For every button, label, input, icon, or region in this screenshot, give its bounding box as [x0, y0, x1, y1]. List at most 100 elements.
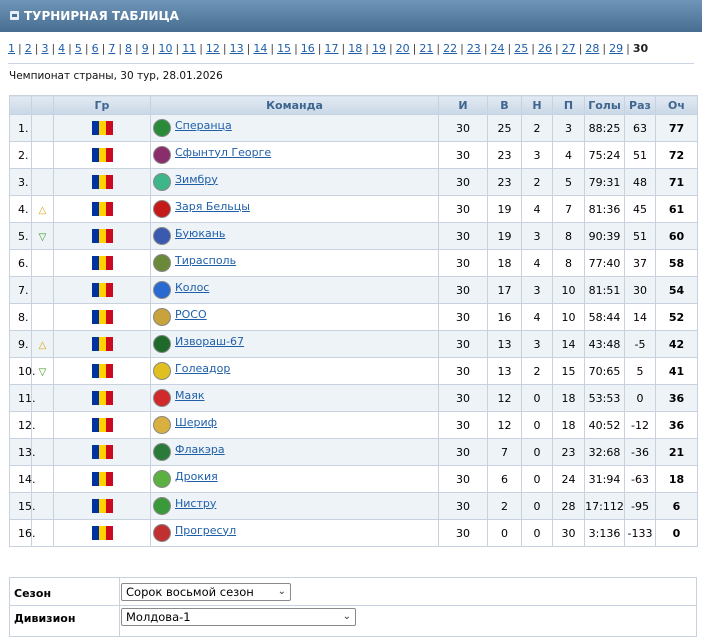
round-link[interactable]: 15: [277, 42, 292, 55]
round-separator: |: [175, 42, 180, 55]
round-link[interactable]: 25: [514, 42, 529, 55]
position-cell: 13.: [9, 438, 36, 466]
group-cell: [53, 438, 151, 466]
round-link[interactable]: 1: [8, 42, 15, 55]
draws-cell: 0: [521, 465, 553, 493]
round-link[interactable]: 22: [443, 42, 458, 55]
table-row: 13. Флакэра 30 7 0 23 32:68 -36 21: [9, 438, 698, 466]
team-link[interactable]: Дрокия: [175, 469, 218, 483]
team-link[interactable]: Зимбру: [175, 172, 218, 186]
group-cell: [53, 492, 151, 520]
draws-cell: 0: [521, 438, 553, 466]
team-link[interactable]: Извораш-67: [175, 334, 245, 348]
season-select[interactable]: Сорок восьмой сезон ⌄: [121, 583, 291, 601]
round-link[interactable]: 7: [108, 42, 116, 55]
played-cell: 30: [438, 330, 488, 358]
diff-cell: -95: [624, 492, 656, 520]
round-link[interactable]: 13: [229, 42, 244, 55]
col-team[interactable]: Команда: [150, 95, 439, 115]
col-wins[interactable]: В: [487, 95, 522, 115]
round-link[interactable]: 14: [253, 42, 268, 55]
round-link[interactable]: 23: [466, 42, 481, 55]
group-cell: [53, 195, 151, 223]
draws-cell: 0: [521, 411, 553, 439]
round-link[interactable]: 27: [561, 42, 576, 55]
diff-cell: 5: [624, 357, 656, 385]
round-link[interactable]: 26: [537, 42, 552, 55]
position-cell: 11.: [9, 384, 36, 412]
draws-cell: 0: [521, 384, 553, 412]
team-link[interactable]: Сперанца: [175, 118, 232, 132]
team-link[interactable]: Тирасполь: [175, 253, 237, 267]
col-goals[interactable]: Голы: [584, 95, 625, 115]
round-navigation: 1 | 2 | 3 | 4 | 5 | 6 | 7 | 8 | 9 | 10 | 11 | 12 | 13 | 14 | 15 | 16 | 1…: [8, 42, 648, 55]
team-cell: Тирасполь: [150, 249, 439, 277]
round-link[interactable]: 8: [125, 42, 133, 55]
round-link[interactable]: 21: [419, 42, 434, 55]
wins-cell: 12: [487, 384, 522, 412]
round-link[interactable]: 16: [300, 42, 315, 55]
round-link[interactable]: 18: [348, 42, 363, 55]
round-link[interactable]: 12: [205, 42, 220, 55]
moldova-flag-icon: [91, 202, 113, 216]
team-link[interactable]: Колос: [175, 280, 210, 294]
round-link[interactable]: 17: [324, 42, 339, 55]
col-draws[interactable]: Н: [521, 95, 553, 115]
goals-cell: 3:136: [584, 519, 625, 547]
division-select[interactable]: Молдова-1 ⌄: [121, 608, 356, 626]
movement-cell: △: [31, 330, 54, 358]
wins-cell: 16: [487, 303, 522, 331]
moldova-flag-icon: [91, 256, 113, 270]
round-separator: |: [626, 42, 630, 55]
round-link[interactable]: 3: [41, 42, 49, 55]
team-link[interactable]: Голеадор: [175, 361, 231, 375]
losses-cell: 4: [552, 141, 585, 169]
col-played[interactable]: И: [438, 95, 488, 115]
team-link[interactable]: Нистру: [175, 496, 217, 510]
col-diff[interactable]: Раз: [624, 95, 656, 115]
col-group[interactable]: Гр: [53, 95, 151, 115]
team-cell: Колос: [150, 276, 439, 304]
col-losses[interactable]: П: [552, 95, 585, 115]
team-link[interactable]: Заря Бельцы: [175, 199, 250, 213]
team-link[interactable]: Буюкань: [175, 226, 226, 240]
col-points[interactable]: Оч: [655, 95, 698, 115]
team-link[interactable]: Прогресул: [175, 523, 237, 537]
round-link[interactable]: 5: [74, 42, 82, 55]
round-link[interactable]: 4: [58, 42, 66, 55]
round-link[interactable]: 24: [490, 42, 505, 55]
losses-cell: 28: [552, 492, 585, 520]
round-link[interactable]: 28: [585, 42, 600, 55]
round-link[interactable]: 10: [158, 42, 173, 55]
points-cell: 61: [655, 195, 698, 223]
wins-cell: 13: [487, 357, 522, 385]
round-link[interactable]: 11: [182, 42, 197, 55]
played-cell: 30: [438, 384, 488, 412]
round-link[interactable]: 6: [91, 42, 99, 55]
team-logo-icon: [153, 497, 171, 515]
round-link[interactable]: 20: [395, 42, 410, 55]
team-link[interactable]: Маяк: [175, 388, 205, 402]
movement-cell: [31, 114, 54, 142]
team-cell: Заря Бельцы: [150, 195, 439, 223]
round-separator: |: [118, 42, 123, 55]
diff-cell: -36: [624, 438, 656, 466]
team-link[interactable]: РОСО: [175, 307, 207, 321]
team-link[interactable]: Сфынтул Георге: [175, 145, 272, 159]
team-link[interactable]: Флакэра: [175, 442, 225, 456]
round-separator: |: [365, 42, 369, 55]
round-link[interactable]: 9: [141, 42, 149, 55]
round-link[interactable]: 29: [609, 42, 624, 55]
round-separator: |: [199, 42, 203, 55]
team-cell: Сперанца: [150, 114, 439, 142]
round-separator: |: [51, 42, 56, 55]
team-link[interactable]: Шериф: [175, 415, 218, 429]
filters-panel: Сезон Сорок восьмой сезон ⌄ Дивизион Мол…: [9, 577, 697, 637]
wins-cell: 19: [487, 222, 522, 250]
table-row: 8. РОСО 30 16 4 10 58:44 14 52: [9, 303, 698, 331]
group-cell: [53, 357, 151, 385]
points-cell: 72: [655, 141, 698, 169]
round-link[interactable]: 19: [371, 42, 386, 55]
round-link[interactable]: 2: [24, 42, 32, 55]
points-cell: 21: [655, 438, 698, 466]
